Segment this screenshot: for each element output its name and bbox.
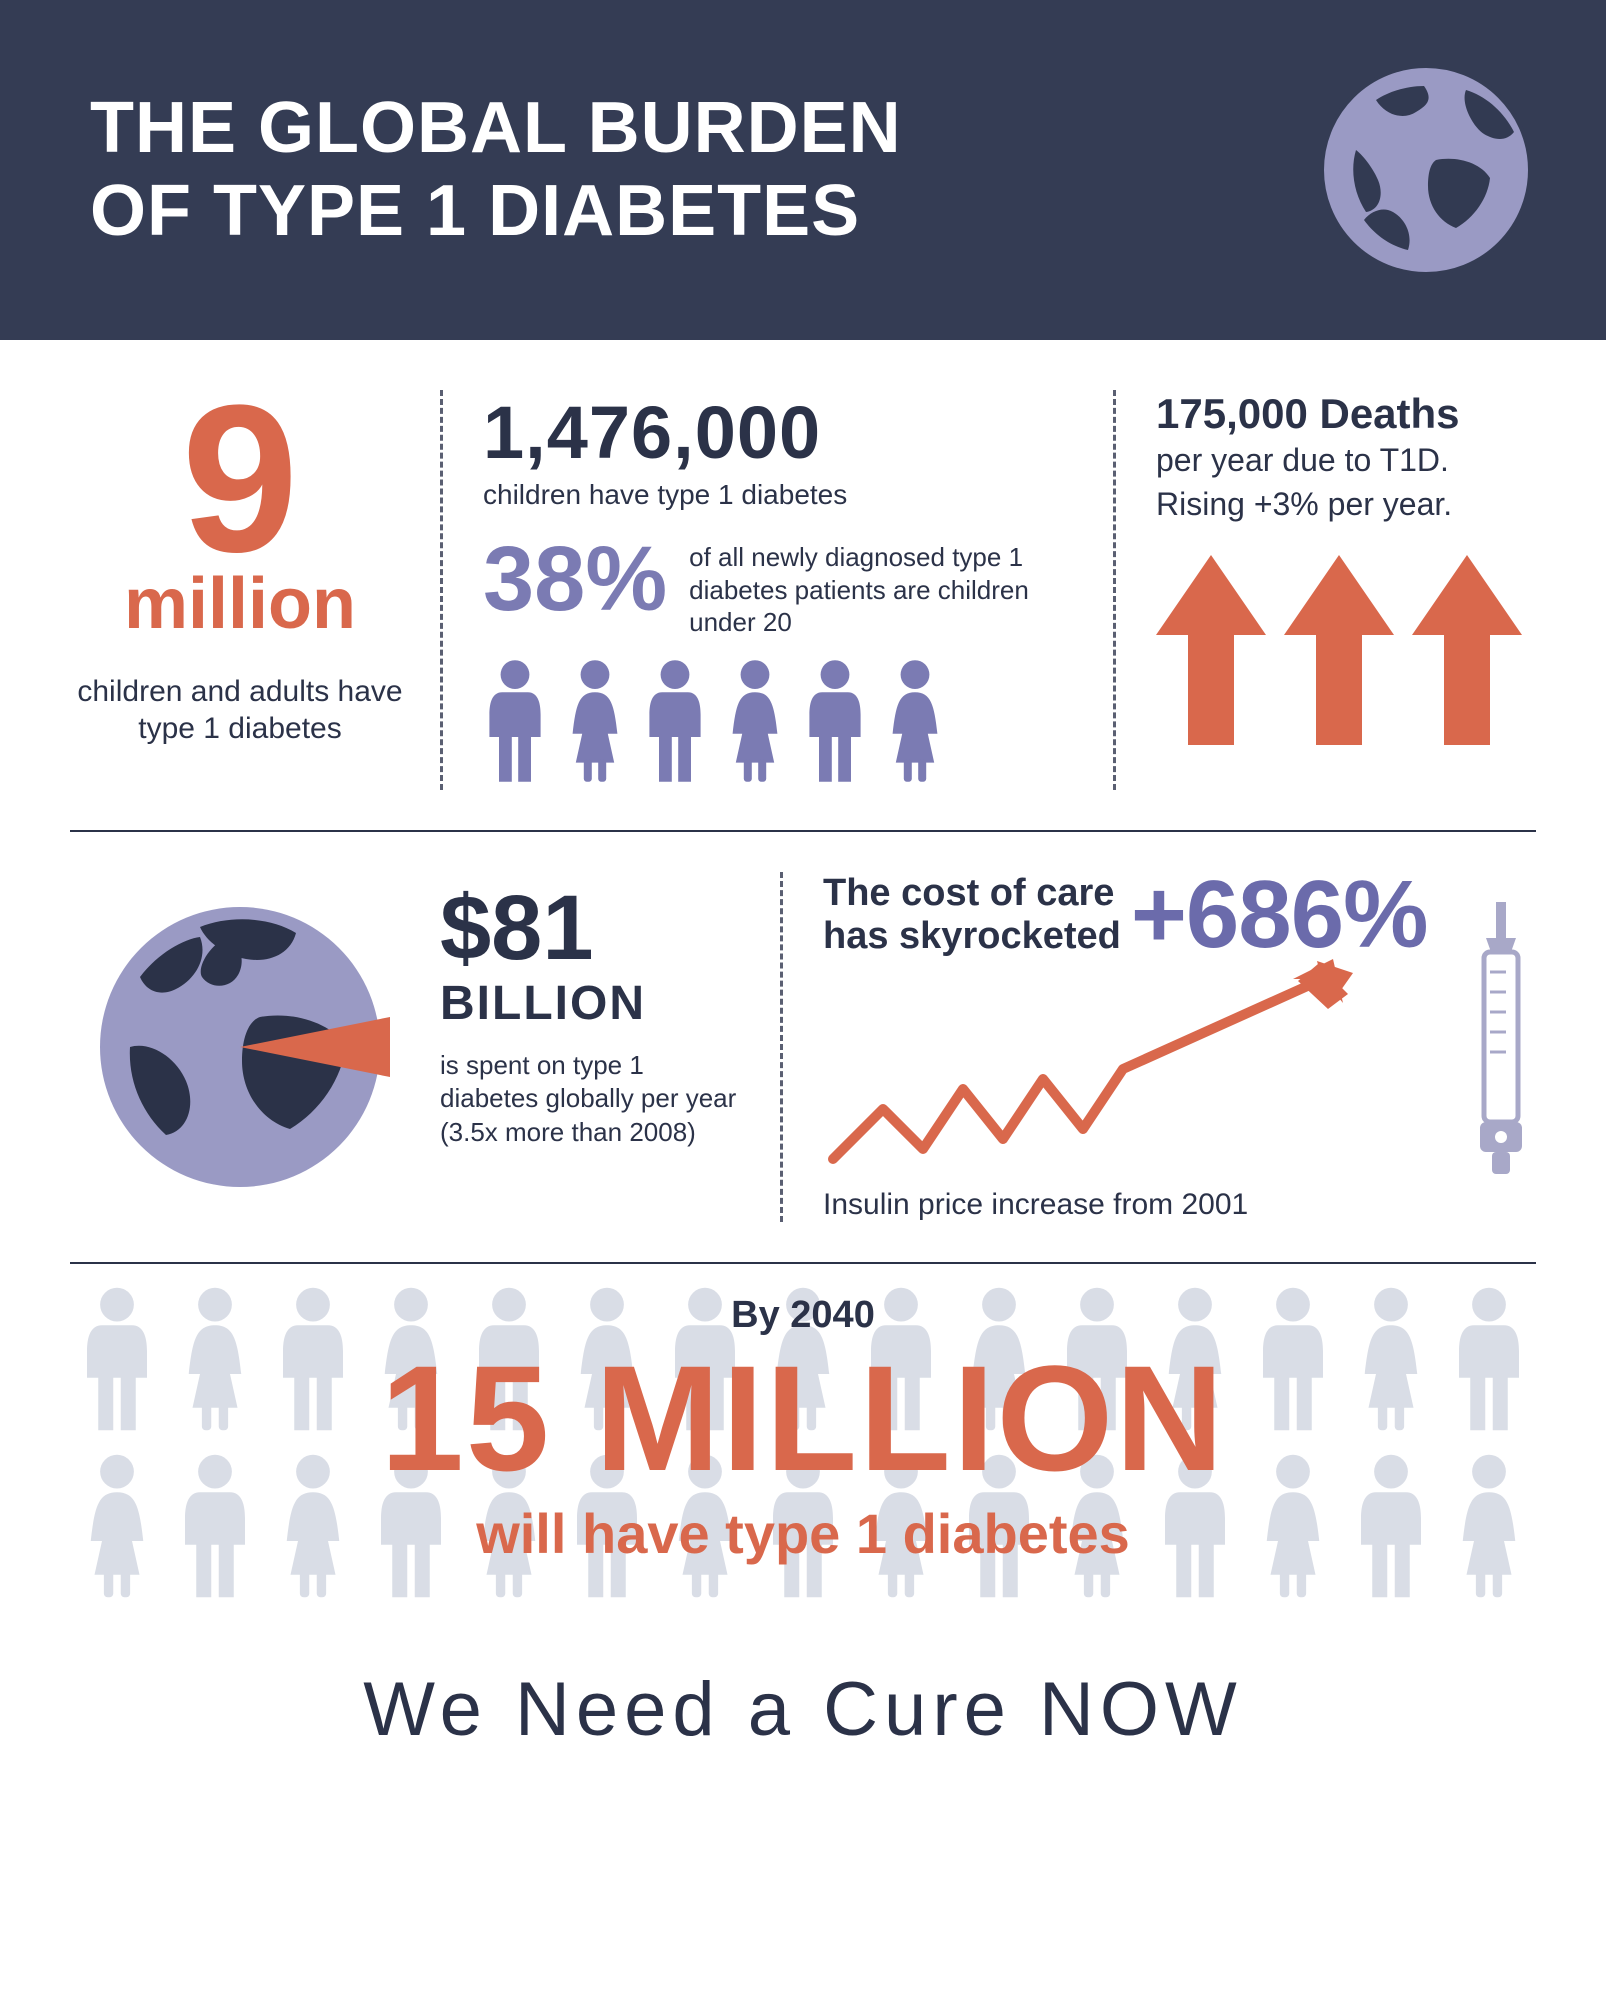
people-icons-row xyxy=(483,657,1073,790)
cost-trend-chart-icon xyxy=(823,959,1383,1179)
person-male-icon xyxy=(643,657,707,785)
spend-caption: is spent on type 1 diabetes globally per… xyxy=(440,1049,740,1150)
deaths-title: 175,000 Deaths xyxy=(1156,390,1536,438)
person-female-icon xyxy=(563,657,627,785)
spend-unit: BILLION xyxy=(440,976,740,1031)
stat-nine-unit: million xyxy=(70,563,410,645)
stat-nine-caption: children and adults have type 1 diabetes xyxy=(70,673,410,748)
cost-title-line1: The cost of care xyxy=(823,872,1121,916)
globe-icon xyxy=(1316,60,1536,280)
stat-children: 1,476,000 children have type 1 diabetes … xyxy=(443,390,1113,790)
children-percent-caption: of all newly diagnosed type 1 diabetes p… xyxy=(689,533,1073,639)
cta-headline: We Need a Cure NOW xyxy=(0,1606,1606,1823)
stat-nine-number: 9 xyxy=(70,390,410,569)
up-arrow-icon xyxy=(1156,555,1266,745)
header-banner: THE GLOBAL BURDEN OF TYPE 1 DIABETES xyxy=(0,0,1606,340)
syringe-icon xyxy=(1466,902,1536,1182)
person-male-icon xyxy=(803,657,867,785)
stat-spend: $81 BILLION is spent on type 1 diabetes … xyxy=(410,872,780,1222)
projection-number: 15 MILLION xyxy=(70,1343,1536,1493)
deaths-line2: Rising +3% per year. xyxy=(1156,484,1536,526)
page-title: THE GLOBAL BURDEN OF TYPE 1 DIABETES xyxy=(90,87,902,253)
projection-section: By 2040 15 MILLION will have type 1 diab… xyxy=(0,1264,1606,1606)
globe-pie xyxy=(70,872,410,1222)
person-male-icon xyxy=(483,657,547,785)
deaths-line1: per year due to T1D. xyxy=(1156,440,1536,482)
projection-caption: will have type 1 diabetes xyxy=(70,1501,1536,1566)
projection-lead: By 2040 xyxy=(70,1294,1536,1337)
children-count: 1,476,000 xyxy=(483,390,1073,475)
globe-pie-icon xyxy=(90,897,390,1197)
stat-nine-million: 9 million children and adults have type … xyxy=(70,390,440,790)
children-percent: 38% xyxy=(483,533,667,625)
arrows-row xyxy=(1156,555,1536,750)
children-count-caption: children have type 1 diabetes xyxy=(483,479,1073,511)
stat-cost: The cost of care has skyrocketed +686% I… xyxy=(783,872,1536,1222)
up-arrow-icon xyxy=(1412,555,1522,745)
cost-footer: Insulin price increase from 2001 xyxy=(823,1188,1536,1222)
person-female-icon xyxy=(723,657,787,785)
stats-row-1: 9 million children and adults have type … xyxy=(0,340,1606,830)
cost-title-line2: has skyrocketed xyxy=(823,915,1121,959)
stats-row-2: $81 BILLION is spent on type 1 diabetes … xyxy=(0,832,1606,1262)
title-line2: OF TYPE 1 DIABETES xyxy=(90,170,902,253)
cost-percent: +686% xyxy=(1131,872,1428,958)
stat-deaths: 175,000 Deaths per year due to T1D. Risi… xyxy=(1116,390,1536,790)
person-female-icon xyxy=(883,657,947,785)
up-arrow-icon xyxy=(1284,555,1394,745)
title-line1: THE GLOBAL BURDEN xyxy=(90,87,902,170)
spend-amount: $81 xyxy=(440,882,740,974)
